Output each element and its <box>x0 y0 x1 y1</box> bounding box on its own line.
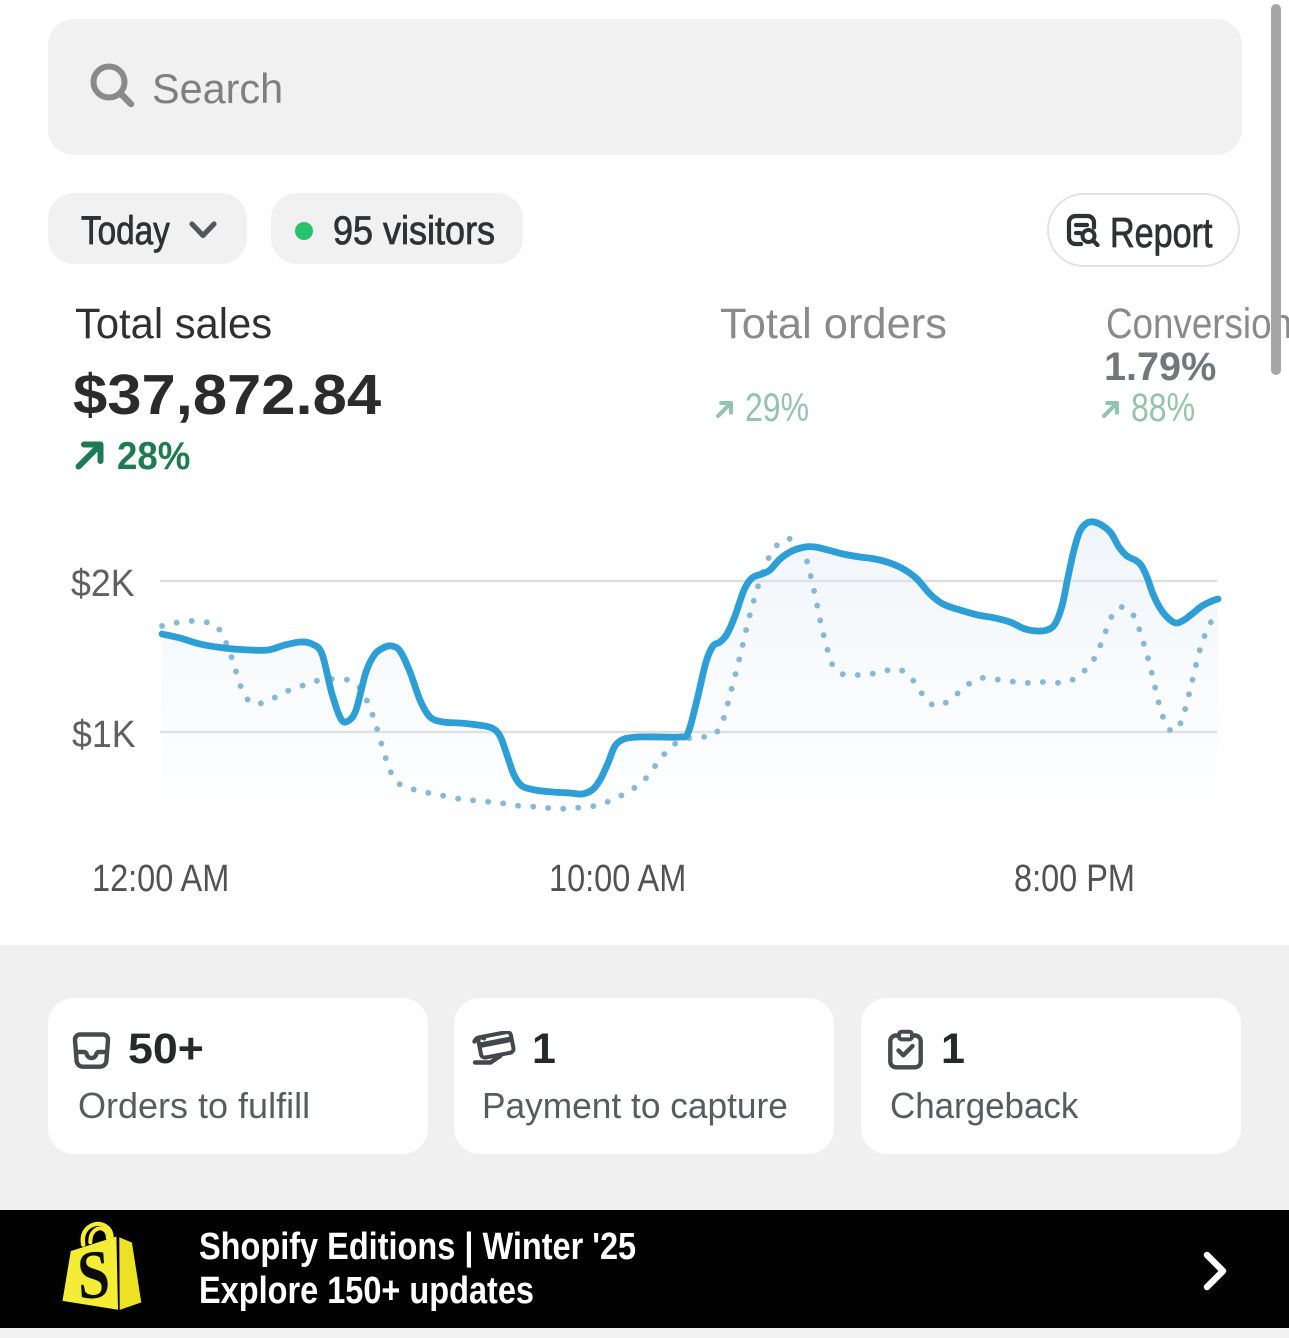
svg-text:S: S <box>75 1235 111 1315</box>
